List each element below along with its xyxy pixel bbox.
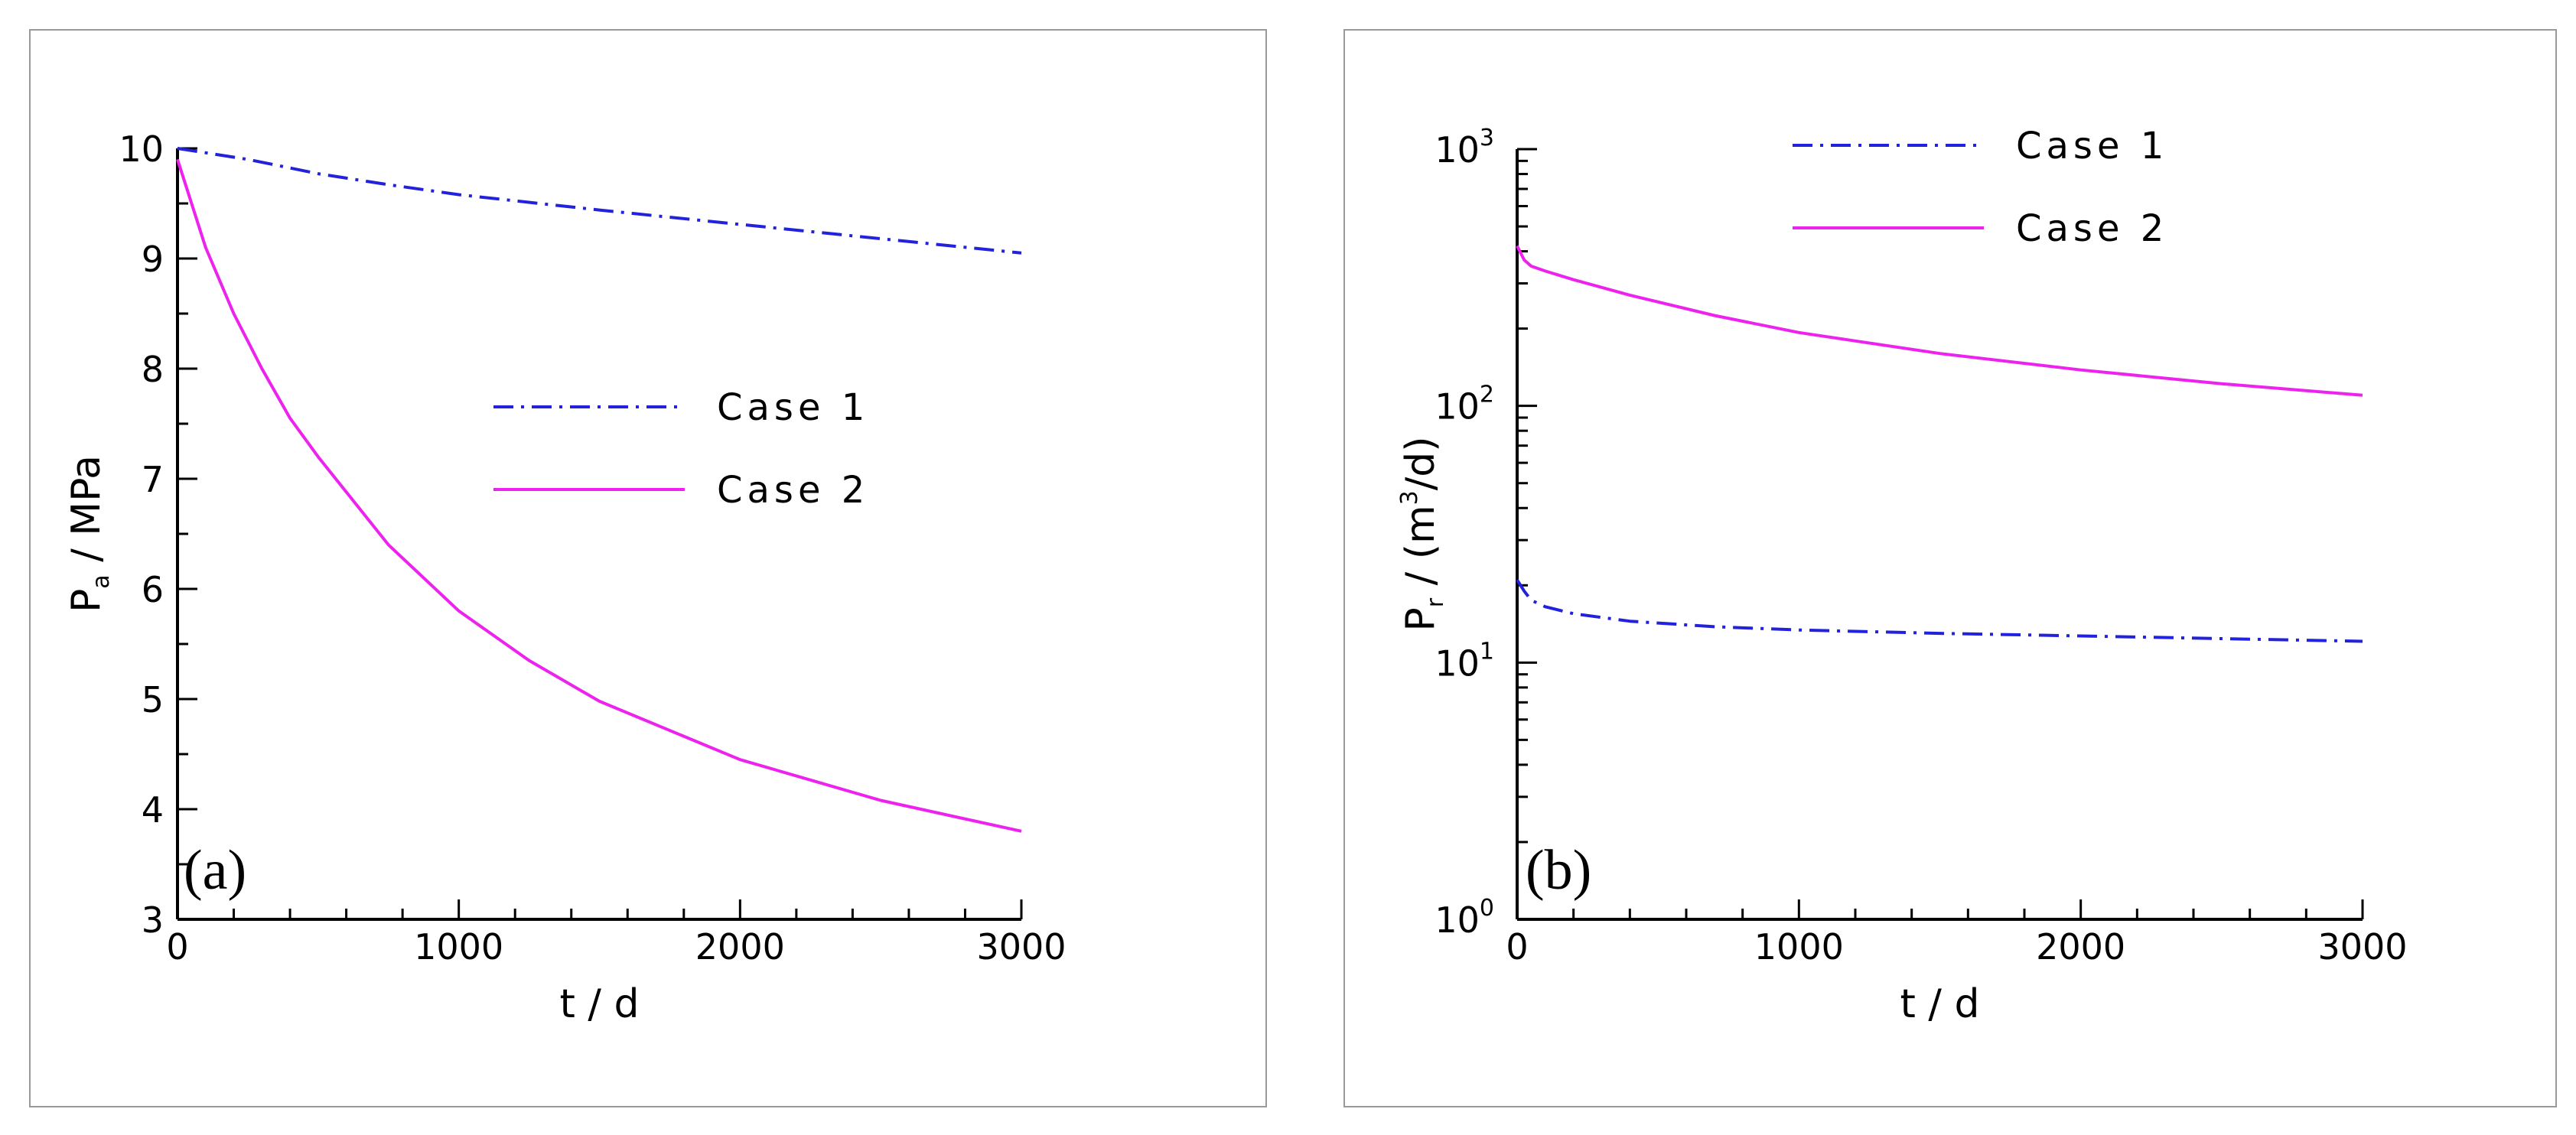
y-tick-label: 5 [142, 679, 164, 720]
chart-panel-b: 0 1000 2000 3000 100 101 102 103 t / d Pr / (m3/d… [1343, 29, 2557, 1107]
x-tick-label: 2000 [2036, 926, 2125, 968]
chart-panel-a: 0 1000 2000 3000 3 4 5 6 7 8 9 10 t / d Pa / MPa (a) Ca… [29, 29, 1267, 1107]
y-tick-label: 103 [1435, 125, 1494, 171]
y-axis-title: Pa / MPa [64, 455, 115, 613]
x-tick-label: 0 [1506, 926, 1528, 968]
panel-label: (b) [1526, 839, 1591, 902]
legend-label-2: Case 2 [717, 469, 869, 512]
legend-label-2: Case 2 [2016, 207, 2168, 250]
y-tick-label: 102 [1435, 382, 1494, 428]
legend-label-1: Case 1 [717, 386, 869, 429]
series-line-1 [177, 147, 1022, 255]
x-tick-label: 1000 [414, 926, 503, 968]
y-tick-label: 7 [142, 459, 164, 500]
series-line-2 [1516, 245, 2363, 397]
y-tick-label: 10 [119, 128, 164, 170]
y-axis-title: Pr / (m3/d) [1396, 436, 1449, 631]
series-line-1 [1516, 579, 2363, 643]
y-tick-label: 3 [142, 899, 164, 941]
x-tick-label: 3000 [2317, 926, 2407, 968]
y-tick-label: 8 [142, 349, 164, 390]
x-axis-title: t / d [1900, 981, 1980, 1027]
x-tick-label: 2000 [695, 926, 785, 968]
series-line-2 [176, 158, 1022, 833]
chart-a: 0 1000 2000 3000 3 4 5 6 7 8 9 10 t / d Pa / MPa (a) Ca… [64, 128, 1067, 1027]
chart-b: 0 1000 2000 3000 100 101 102 103 t / d Pr / (m3/d… [1396, 125, 2408, 1027]
x-tick-label: 1000 [1754, 926, 1844, 968]
x-axis-title: t / d [560, 981, 640, 1027]
x-tick-label: 0 [166, 926, 188, 968]
y-tick-label: 100 [1435, 895, 1494, 941]
y-tick-label: 4 [142, 789, 164, 831]
y-tick-label: 101 [1435, 638, 1494, 684]
legend-label-1: Case 1 [2016, 125, 2168, 167]
panel-label: (a) [184, 839, 246, 902]
y-tick-label: 9 [142, 239, 164, 280]
y-tick-label: 6 [142, 569, 164, 610]
x-tick-label: 3000 [976, 926, 1066, 968]
